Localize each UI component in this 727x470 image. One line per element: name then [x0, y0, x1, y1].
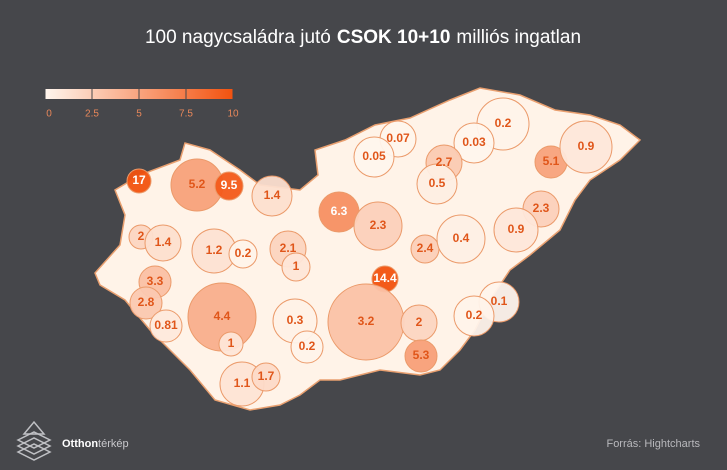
region — [228, 239, 258, 269]
value-label: 2 — [416, 315, 423, 329]
value-label: 2.1 — [280, 241, 297, 255]
value-label: 1.4 — [155, 235, 172, 249]
value-label: 0.81 — [154, 318, 178, 332]
value-label: 9.5 — [221, 178, 238, 192]
value-label: 0.2 — [495, 116, 512, 130]
value-label: 0.2 — [299, 339, 316, 353]
value-label: 2.4 — [417, 241, 434, 255]
region — [436, 214, 486, 264]
region — [149, 309, 183, 343]
value-label: 1.1 — [234, 376, 251, 390]
region — [251, 175, 293, 217]
color-tick-label: 0 — [46, 109, 52, 120]
brand: Otthontérkép — [62, 438, 129, 450]
region — [126, 168, 152, 194]
value-label: 3.2 — [358, 314, 375, 328]
source: Forrás: Hightcharts — [606, 438, 700, 450]
region — [214, 171, 244, 201]
region — [416, 163, 458, 205]
region — [493, 207, 539, 253]
region — [404, 339, 438, 373]
value-label: 0.5 — [429, 176, 446, 190]
value-label: 17 — [132, 173, 146, 187]
value-label: 0.9 — [508, 222, 525, 236]
region — [453, 295, 495, 337]
region — [353, 201, 403, 251]
value-label: 14.4 — [373, 271, 397, 285]
value-label: 1.2 — [206, 243, 223, 257]
title-part: milliós ingatlan — [456, 27, 581, 48]
color-tick-label: 7.5 — [179, 109, 193, 120]
value-label: 0.2 — [235, 246, 252, 260]
title-part: CSOK 10+10 — [337, 27, 451, 48]
value-label: 2.8 — [138, 295, 155, 309]
value-label: 3.3 — [147, 274, 164, 288]
value-label: 2.3 — [370, 218, 387, 232]
value-label: 5.3 — [413, 348, 430, 362]
color-tick-label: 2.5 — [85, 109, 99, 120]
value-label: 2.7 — [436, 155, 453, 169]
region — [353, 136, 395, 178]
region — [129, 286, 163, 320]
value-label: 2.3 — [533, 201, 550, 215]
region — [559, 120, 613, 174]
brand-part: térkép — [98, 438, 129, 450]
region — [251, 362, 281, 392]
region — [144, 224, 182, 262]
region — [218, 331, 244, 357]
chart-title: 100 nagycsaládra jutó CSOK 10+10 milliós i… — [145, 27, 581, 48]
value-label: 0.07 — [386, 131, 410, 145]
value-labels: 0.07 0.2 0.05 0.03 2.7 5.1 0.9 17 5.2 9.5 1.4 0.5 6.… — [132, 116, 594, 390]
value-label: 0.2 — [466, 308, 483, 322]
region — [453, 122, 495, 164]
value-label: 1.4 — [264, 188, 281, 202]
value-label: 0.05 — [362, 149, 386, 163]
value-label: 6.3 — [331, 204, 348, 218]
value-label: 0.1 — [491, 294, 508, 308]
value-label: 5.1 — [543, 154, 560, 168]
color-tick-label: 5 — [136, 109, 142, 120]
title-part: 100 nagycsaládra jutó — [145, 27, 331, 48]
value-label: 0.9 — [578, 139, 595, 153]
value-label: 0.03 — [462, 135, 486, 149]
brand-part: Otthon — [62, 438, 98, 450]
regions — [126, 97, 613, 407]
value-label: 1 — [293, 259, 300, 273]
value-label: 2 — [138, 229, 145, 243]
value-label: 1 — [228, 336, 235, 350]
value-label: 1.7 — [258, 369, 275, 383]
value-label: 5.2 — [189, 177, 206, 191]
value-label: 0.4 — [453, 231, 470, 245]
value-label: 4.4 — [214, 309, 231, 323]
logo-icon — [16, 420, 52, 461]
region — [281, 252, 311, 282]
value-label: 0.3 — [287, 313, 304, 327]
region — [290, 330, 324, 364]
color-tick-label: 10 — [227, 109, 239, 120]
